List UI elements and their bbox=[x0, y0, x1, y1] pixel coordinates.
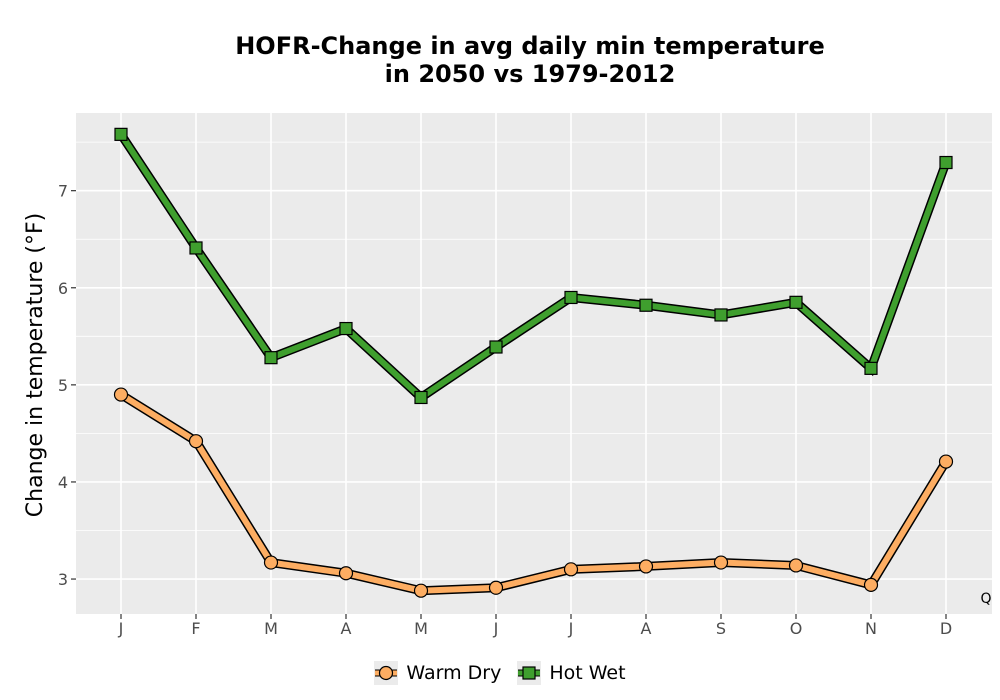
point-hot-wet bbox=[489, 340, 503, 354]
x-tick-label: J bbox=[568, 619, 574, 638]
point-warm-dry bbox=[188, 434, 204, 449]
corner-label: Q bbox=[980, 591, 991, 607]
point-hot-wet bbox=[189, 241, 203, 255]
legend-label-warm-dry: Warm Dry bbox=[406, 662, 502, 684]
point-warm-dry bbox=[938, 454, 954, 469]
series-layer bbox=[113, 127, 954, 598]
point-warm-dry bbox=[413, 583, 429, 598]
y-axis-label: Change in temperature (°F) bbox=[23, 213, 48, 517]
x-tick-label: S bbox=[716, 619, 726, 638]
legend-label-hot-wet: Hot Wet bbox=[549, 662, 626, 684]
x-tick-label: M bbox=[414, 619, 428, 638]
point-warm-dry bbox=[338, 566, 354, 581]
x-tick-label: A bbox=[341, 619, 352, 638]
chart-title: HOFR-Change in avg daily min temperature… bbox=[60, 32, 1000, 88]
y-axis: 3 4 5 6 7 bbox=[58, 182, 76, 589]
point-warm-dry bbox=[563, 562, 579, 577]
point-warm-dry bbox=[713, 555, 729, 570]
x-tick-label: M bbox=[264, 619, 278, 638]
point-warm-dry bbox=[788, 558, 804, 573]
legend-key-hot-wet bbox=[517, 661, 542, 685]
y-tick-label: 4 bbox=[58, 473, 68, 492]
plot-panel bbox=[76, 113, 992, 614]
point-hot-wet bbox=[114, 127, 128, 141]
point-hot-wet bbox=[564, 290, 578, 305]
point-hot-wet bbox=[864, 361, 878, 375]
x-tick-label: J bbox=[118, 619, 124, 638]
y-tick-label: 6 bbox=[58, 279, 68, 298]
point-hot-wet bbox=[639, 298, 653, 312]
x-tick-label: N bbox=[865, 619, 877, 638]
chart-title-line-1: HOFR-Change in avg daily min temperature bbox=[235, 32, 825, 60]
point-hot-wet bbox=[939, 155, 953, 170]
major-gridlines bbox=[76, 113, 992, 614]
point-warm-dry bbox=[263, 555, 279, 570]
point-hot-wet bbox=[264, 351, 278, 365]
point-hot-wet bbox=[789, 295, 803, 309]
series-line-hot-wet bbox=[118, 132, 949, 402]
series-line-warm-dry bbox=[119, 392, 949, 594]
legend-item-warm-dry: Warm Dry bbox=[374, 661, 501, 685]
point-warm-dry bbox=[863, 577, 879, 592]
point-hot-wet bbox=[414, 390, 428, 405]
point-hot-wet bbox=[339, 321, 353, 336]
legend-item-hot-wet: Hot Wet bbox=[517, 661, 626, 685]
point-warm-dry bbox=[113, 387, 129, 402]
point-hot-wet bbox=[714, 308, 728, 322]
chart-title-line-2: in 2050 vs 1979-2012 bbox=[384, 60, 676, 88]
y-tick-label: 3 bbox=[58, 570, 68, 589]
point-warm-dry bbox=[488, 580, 504, 595]
x-tick-label: D bbox=[940, 619, 952, 638]
legend-key-warm-dry bbox=[374, 661, 399, 685]
legend: Warm Dry Hot Wet bbox=[0, 658, 1000, 688]
x-tick-label: O bbox=[790, 619, 803, 638]
y-tick-label: 7 bbox=[58, 182, 68, 201]
x-tick-label: A bbox=[641, 619, 652, 638]
y-tick-label: 5 bbox=[58, 376, 68, 395]
point-warm-dry bbox=[638, 559, 654, 574]
x-tick-label: J bbox=[493, 619, 499, 638]
x-tick-label: F bbox=[191, 619, 200, 638]
